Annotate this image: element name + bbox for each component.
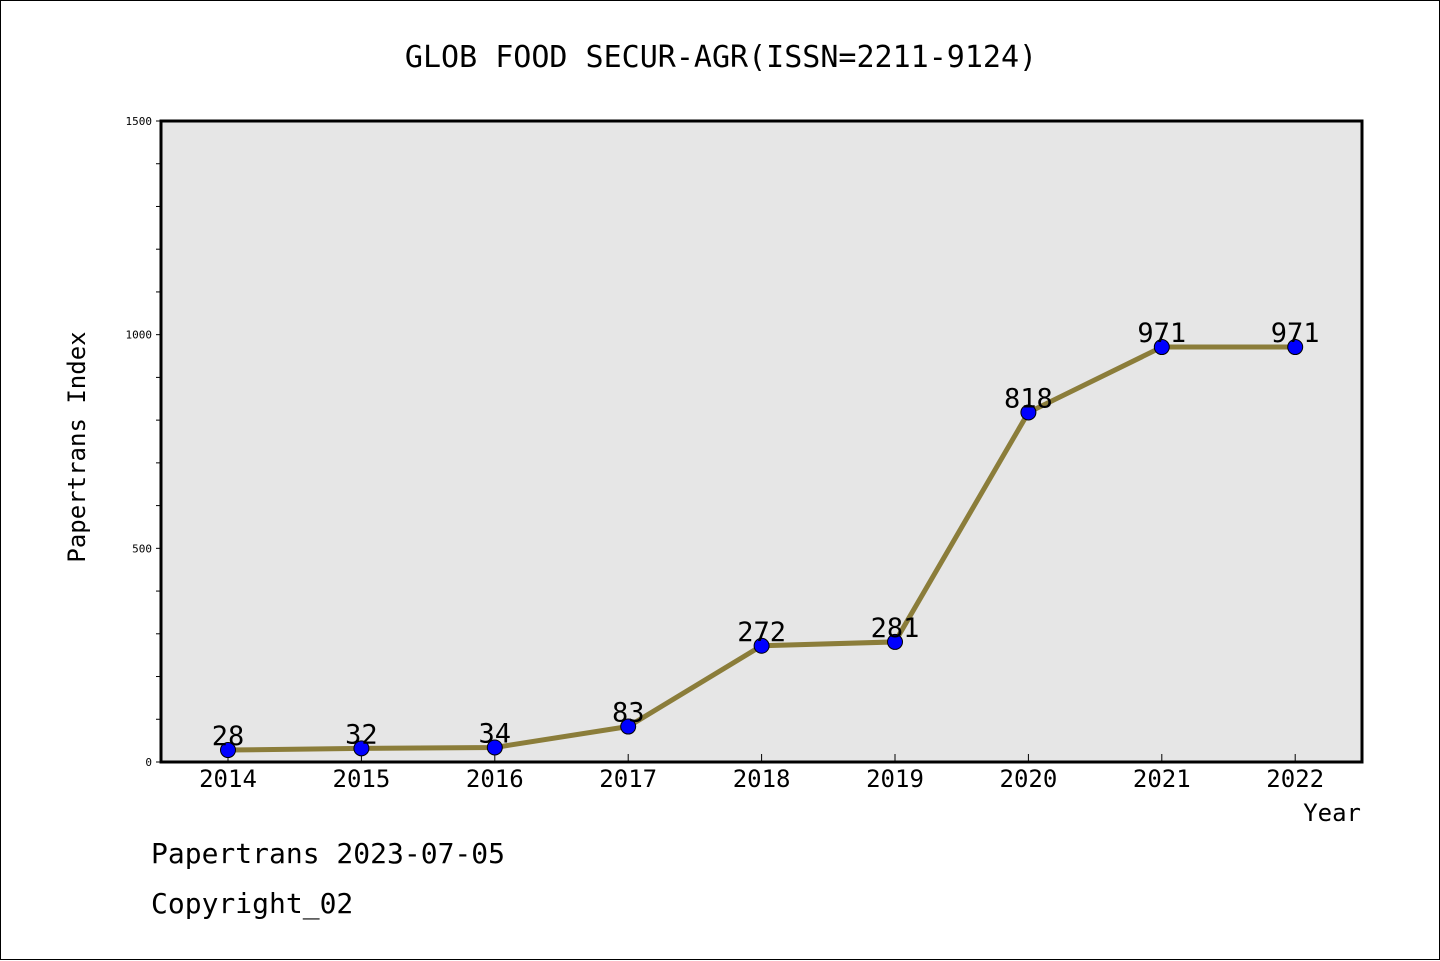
x-tick-label: 2021 [1133,765,1191,793]
data-label: 281 [871,613,920,644]
chart-title: GLOB FOOD SECUR-AGR(ISSN=2211-9124) [405,40,1037,75]
data-point [1020,404,1037,421]
data-label: 34 [479,718,512,749]
data-point [1287,339,1304,356]
data-label: 28 [212,721,245,752]
x-tick-label: 2019 [866,765,924,793]
y-tick-label: 1500 [126,115,153,128]
data-point [753,637,770,654]
y-tick-label: 0 [145,756,152,769]
plot-area [159,119,1364,764]
x-tick-label: 2016 [466,765,524,793]
x-tick-label: 2018 [733,765,791,793]
data-label: 83 [612,698,645,729]
data-point [887,633,903,650]
y-tick-label: 500 [132,542,152,555]
data-point [1153,339,1170,356]
x-tick-label: 2020 [1000,765,1058,793]
x-tick-label: 2014 [199,765,257,793]
data-point [620,718,637,735]
y-tick-label: 1000 [126,329,153,342]
x-axis-label: Year [1303,799,1361,827]
data-label: 32 [345,719,378,750]
data-label: 272 [737,617,786,648]
data-point [353,740,370,757]
data-label: 971 [1137,318,1186,349]
data-label: 971 [1271,318,1320,349]
data-point [220,742,236,759]
series-group: 28 32 34 83 272 281 818 971 971 [212,318,1320,759]
data-label: 818 [1004,383,1053,414]
y-axis-label: Papertrans Index [63,331,91,562]
x-tick-label: 2015 [333,765,391,793]
data-point [486,739,503,756]
footer-copyright-text: Copyright_02 [151,887,354,920]
y-axis: 0 500 1000 1500 [126,115,161,769]
x-tick-label: 2017 [599,765,657,793]
footer-date-text: Papertrans 2023-07-05 [151,837,506,870]
x-axis: 2014 2015 2016 2017 2018 2019 2020 2021 2022 [199,754,1324,793]
x-tick-label: 2022 [1266,765,1324,793]
